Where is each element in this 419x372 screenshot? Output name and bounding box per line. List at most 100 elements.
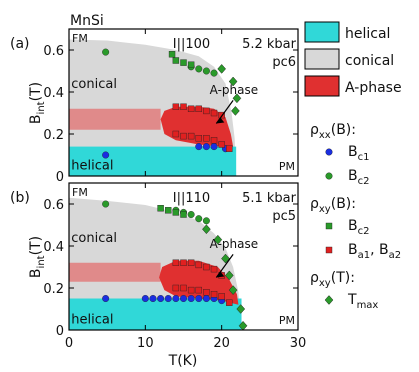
data-point-square [210, 109, 218, 117]
data-point-square [172, 57, 180, 64]
data-point-square [172, 130, 180, 138]
data-point-circle [149, 295, 157, 303]
data-point-square [203, 289, 210, 296]
legend-entry: Bc2 [348, 218, 369, 237]
legend-marker-circle [325, 148, 333, 156]
data-point-square [187, 259, 195, 266]
data-point-circle [141, 295, 149, 303]
data-point-square [172, 209, 180, 216]
data-point-square [187, 105, 195, 113]
data-markers [102, 200, 248, 331]
y-tick-label: 0.2 [43, 282, 64, 297]
data-point-square [187, 61, 195, 68]
y-axis-label: Bint(T) [28, 236, 47, 278]
data-point-square [203, 134, 210, 142]
aphase-band [69, 262, 161, 282]
data-point-diamond [232, 93, 242, 104]
legend-entry: Bc1 [348, 144, 369, 163]
data-point-circle [164, 295, 172, 303]
legend-label-helical: helical [345, 26, 390, 42]
panel-a: 0 0.2 0.4 0.6 (a) FM PM I||100 5.2 kbar pc6 conica… [10, 28, 299, 185]
y-axis-label-text: Bint(T) [28, 236, 47, 278]
panel-b: 0 10 20 30 0 0.2 0.4 0.6 (b) FM PM I||110 5.1 kbar pc… [10, 182, 307, 351]
data-point-square [180, 59, 187, 66]
data-markers [102, 48, 242, 159]
sample-label: pc6 [272, 55, 296, 70]
x-tick-label: 20 [213, 336, 230, 351]
phase-regions [69, 39, 237, 176]
data-point-square [195, 286, 202, 294]
data-point-circle [195, 295, 203, 303]
aphase-label: A-phase [210, 83, 259, 97]
data-point-diamond [228, 285, 238, 295]
data-point-square [203, 263, 210, 271]
data-point-diamond [224, 270, 234, 281]
data-point-square [218, 111, 225, 119]
conical-label: conical [71, 231, 117, 246]
helical-region [69, 298, 242, 330]
legend-entry: Tmax [347, 292, 378, 311]
phase-regions [69, 197, 242, 330]
legend-marker-diamond [324, 295, 334, 305]
data-point-square [172, 284, 180, 292]
data-point-square [180, 132, 187, 140]
aphase-label: A-phase [210, 237, 259, 251]
x-axis-label: T(K) [168, 353, 198, 369]
orientation-label: I||110 [173, 191, 210, 206]
plot-frame [68, 28, 299, 177]
legend-entry: Ba1, Ba2 [348, 242, 401, 261]
data-point-circle [102, 295, 110, 303]
data-point-circle [210, 69, 218, 77]
data-point-square [187, 132, 195, 140]
data-point-circle [157, 295, 165, 303]
data-point-circle [202, 67, 210, 75]
y-tick-label: 0.2 [43, 128, 64, 143]
data-point-square [203, 107, 210, 115]
data-point-diamond [236, 304, 246, 314]
pressure-label: 5.2 kbar [242, 37, 297, 52]
legend-swatch-helical [304, 21, 340, 43]
helical-label: helical [71, 313, 113, 328]
legend-marker-circle [325, 172, 333, 180]
legend-swatch-A-phase [304, 75, 340, 97]
data-point-diamond [221, 253, 230, 264]
data-point-square [195, 261, 202, 269]
data-point-diamond [228, 76, 238, 87]
data-point-circle [187, 295, 195, 303]
y-tick-label: 0 [56, 324, 64, 339]
legend-entry: Bc2 [348, 168, 369, 187]
legend-group-heading: ρxx(B): [310, 122, 356, 141]
data-point-square [210, 137, 218, 144]
data-point-square [180, 103, 187, 110]
data-point-square [195, 134, 202, 142]
pm-label: PM [279, 160, 295, 173]
fm-label: FM [72, 186, 88, 199]
sample-label: pc5 [272, 209, 296, 224]
legend-label-A-phase: A-phase [345, 80, 402, 96]
y-tick-label: 0 [56, 170, 64, 185]
data-point-circle [195, 65, 203, 73]
data-point-square [226, 145, 233, 152]
data-point-diamond [213, 234, 223, 245]
data-point-circle [202, 295, 210, 303]
data-point-circle [102, 200, 110, 208]
y-tick-label: 0.6 [43, 44, 64, 59]
data-point-diamond [231, 106, 240, 116]
data-point-diamond [217, 64, 227, 74]
conical-label: conical [71, 77, 117, 92]
x-tick-label: 30 [290, 336, 307, 351]
fm-label: FM [72, 32, 88, 45]
y-tick-label: 0.4 [43, 240, 64, 255]
plot-frame [68, 182, 299, 331]
data-point-square [210, 265, 218, 273]
data-point-circle [195, 215, 203, 223]
material-label: MnSi [70, 13, 104, 29]
data-point-diamond [202, 224, 211, 235]
data-point-square [168, 51, 176, 58]
data-point-circle [210, 143, 218, 151]
data-point-square [180, 284, 187, 292]
y-tick-label: 0.4 [43, 86, 64, 101]
orientation-label: I||100 [173, 37, 210, 52]
data-point-circle [187, 210, 195, 218]
